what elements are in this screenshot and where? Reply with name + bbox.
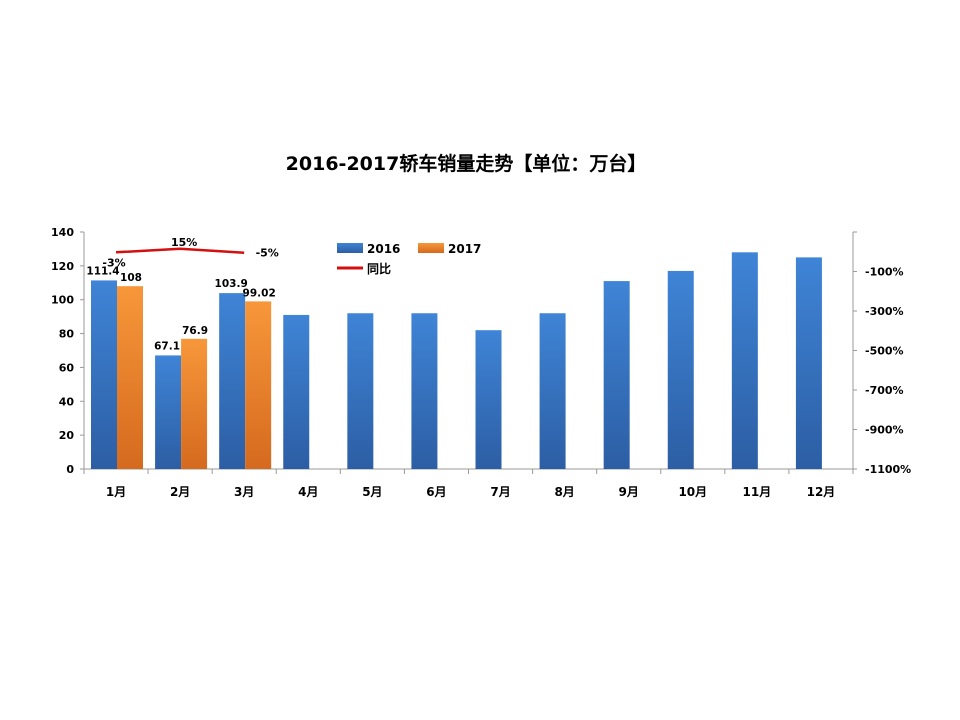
x-tick-label: 12月 [807,485,836,499]
bar-2016 [155,355,182,469]
x-tick-label: 4月 [298,485,318,499]
x-tick-label: 6月 [426,485,446,499]
legend-label: 2017 [448,242,481,256]
y-right-tick-label: -100% [865,266,904,279]
y-right-tick-label: -700% [865,384,904,397]
x-tick-label: 11月 [743,485,772,499]
legend-swatch-2016 [337,243,363,253]
x-tick-label: 1月 [106,485,126,499]
y-right-tick-label: -1100% [865,463,911,476]
bar-2016 [411,313,438,469]
data-label-yoy: -5% [256,247,279,260]
x-tick-label: 10月 [678,485,707,499]
bar-2016 [795,257,822,469]
y-right-tick-label: -900% [865,424,904,437]
bar-2016 [539,313,566,469]
legend-label: 2016 [367,242,400,256]
y-left-tick-label: 40 [59,395,75,408]
data-label-2017: 108 [120,272,142,284]
bar-2016 [667,270,694,469]
x-tick-label: 9月 [619,485,639,499]
yoy-line [115,247,245,254]
y-left-tick-label: 100 [51,294,74,307]
y-left-tick-label: 60 [59,361,75,374]
y-right-tick-label: -500% [865,345,904,358]
bar-2016 [91,280,117,469]
data-label-yoy: -3% [102,256,125,269]
bar-2017 [181,338,208,469]
x-tick-label: 2月 [170,485,190,499]
legend: 2016 2017 同比 [337,242,481,276]
data-label-2017: 76.9 [182,325,208,337]
data-label-2017: 99.02 [243,287,276,299]
y-left-tick-label: 120 [51,260,74,273]
bar-2016 [603,281,630,469]
data-label-yoy: 15% [171,236,197,249]
y-left-tick-label: 0 [66,463,74,476]
x-tick-label: 7月 [490,485,510,499]
chart-title: 2016-2017轿车销量走势【单位：万台】 [286,152,647,175]
axes: 0 20 40 60 80 100 120 140 -100% -300% -500% -700% -9… [51,226,911,499]
y-left-tick-label: 140 [51,226,74,239]
legend-swatch-2017 [418,243,444,253]
bar-2016 [283,314,310,469]
bars [91,252,822,469]
y-left-tick-label: 80 [59,328,75,341]
data-label-2016: 111.4 [86,265,119,277]
legend-label: 同比 [367,261,391,276]
line-yoy [115,247,245,254]
bar-2016 [475,330,502,469]
y-left-tick-label: 20 [59,429,75,442]
x-tick-label: 8月 [554,485,574,499]
bar-2016 [219,293,246,469]
bar-2017 [117,286,143,469]
bar-2016 [347,313,374,469]
data-label-2016: 103.9 [215,278,248,290]
x-tick-label: 5月 [362,485,382,499]
bar-2017 [245,301,272,469]
x-tick-label: 3月 [234,485,254,499]
data-label-2016: 67.1 [154,340,180,352]
y-right-tick-label: -300% [865,305,904,318]
bar-2016 [731,252,758,469]
